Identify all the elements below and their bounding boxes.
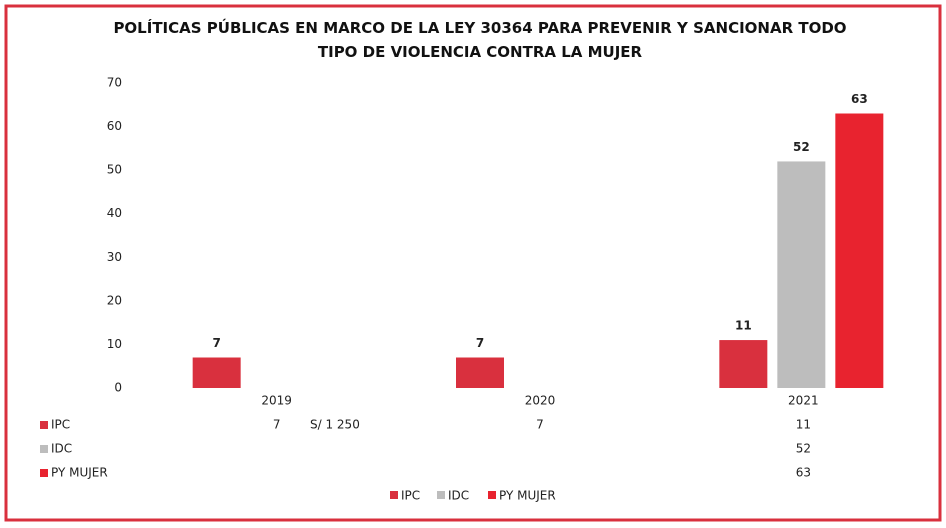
legend-swatch [437, 491, 445, 499]
data-label: 52 [793, 140, 810, 154]
table-legend-swatch [40, 421, 48, 429]
bar [777, 161, 826, 388]
table-cell: 11 [796, 418, 811, 432]
legend-label: PY MUJER [499, 489, 556, 503]
y-tick-label: 40 [107, 206, 122, 220]
table-row-label: PY MUJER [51, 466, 108, 480]
table-cell: 63 [796, 466, 811, 480]
y-tick-label: 50 [107, 163, 122, 177]
table-cell: 7 [536, 418, 544, 432]
bar [192, 357, 241, 388]
table-legend-swatch [40, 469, 48, 477]
legend-swatch [488, 491, 496, 499]
data-label: 11 [735, 319, 752, 333]
table-row-label: IDC [51, 442, 72, 456]
data-label: 7 [212, 336, 220, 350]
x-tick-label: 2021 [788, 394, 819, 408]
annotation: S/ 1 250 [310, 418, 360, 432]
legend-swatch [390, 491, 398, 499]
frame-border [4, 4, 942, 522]
table-cell: 52 [796, 442, 811, 456]
legend-label: IDC [448, 489, 469, 503]
table-cell: 7 [273, 418, 281, 432]
y-tick-label: 30 [107, 250, 122, 264]
chart-title: POLÍTICAS PÚBLICAS EN MARCO DE LA LEY 30… [113, 19, 847, 61]
x-tick-label: 2019 [261, 394, 292, 408]
data-label: 63 [851, 92, 868, 106]
bar [719, 340, 768, 388]
table-legend-swatch [40, 445, 48, 453]
y-tick-label: 0 [114, 381, 122, 395]
legend-label: IPC [401, 489, 420, 503]
y-tick-label: 10 [107, 337, 122, 351]
bar [835, 113, 884, 388]
y-tick-label: 20 [107, 293, 122, 307]
data-label: 7 [476, 336, 484, 350]
y-tick-label: 60 [107, 119, 122, 133]
x-tick-label: 2020 [525, 394, 556, 408]
table-row-label: IPC [51, 418, 70, 432]
bar [456, 357, 504, 388]
y-tick-label: 70 [107, 76, 122, 90]
